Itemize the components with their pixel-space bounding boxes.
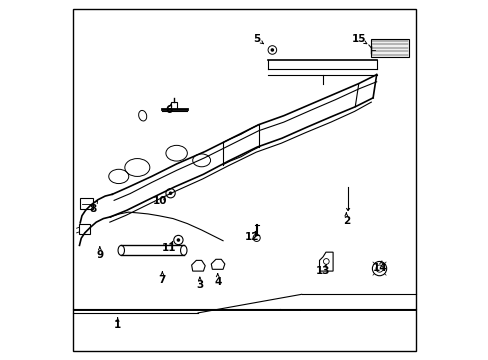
Text: 12: 12 xyxy=(244,232,258,242)
Circle shape xyxy=(168,192,172,195)
Text: 8: 8 xyxy=(89,203,96,213)
Text: 4: 4 xyxy=(214,277,221,287)
Text: 6: 6 xyxy=(165,105,173,115)
Text: 13: 13 xyxy=(315,266,330,276)
Text: 9: 9 xyxy=(96,250,103,260)
Text: 11: 11 xyxy=(162,243,176,253)
Text: 7: 7 xyxy=(158,275,166,285)
Text: 1: 1 xyxy=(114,320,121,330)
Text: 2: 2 xyxy=(342,216,349,226)
Circle shape xyxy=(176,238,180,242)
Text: 15: 15 xyxy=(351,34,366,44)
Text: 5: 5 xyxy=(253,34,260,44)
Polygon shape xyxy=(370,39,408,57)
Text: 3: 3 xyxy=(196,280,203,291)
Text: 14: 14 xyxy=(372,262,387,273)
Circle shape xyxy=(270,48,274,52)
Text: 10: 10 xyxy=(153,197,167,206)
